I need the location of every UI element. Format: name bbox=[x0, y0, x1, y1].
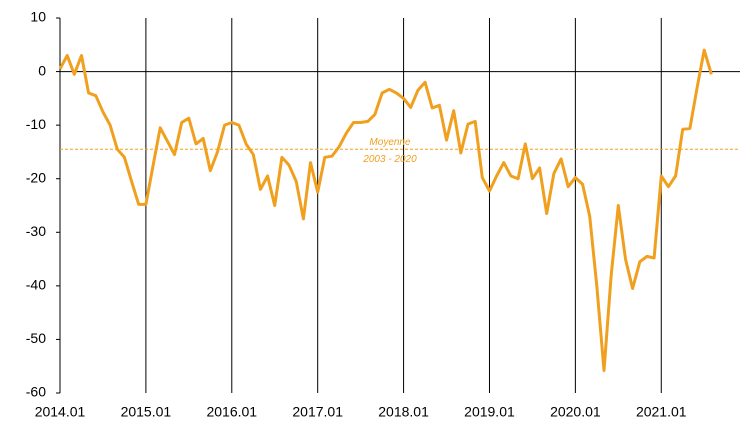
x-tick-label: 2016.01 bbox=[206, 404, 257, 420]
x-tick-label: 2015.01 bbox=[121, 404, 172, 420]
reference-label: 2003 - 2020 bbox=[362, 154, 417, 165]
y-tick-label: -40 bbox=[26, 277, 46, 293]
x-tick-label: 2014.01 bbox=[35, 404, 86, 420]
x-tick-label: 2020.01 bbox=[550, 404, 601, 420]
y-tick-label: -10 bbox=[26, 116, 46, 132]
y-tick-label: -20 bbox=[26, 169, 46, 185]
y-tick-label: -50 bbox=[26, 330, 46, 346]
x-tick-label: 2021.01 bbox=[636, 404, 687, 420]
reference-label: Moyenne bbox=[369, 137, 411, 148]
x-tick-label: 2018.01 bbox=[378, 404, 429, 420]
data-line bbox=[58, 48, 713, 372]
y-tick-label: -30 bbox=[26, 223, 46, 239]
y-tick-label: 10 bbox=[30, 9, 46, 25]
y-tick-label: 0 bbox=[38, 62, 46, 78]
x-tick-label: 2017.01 bbox=[292, 404, 343, 420]
y-tick-label: -60 bbox=[26, 384, 46, 400]
x-tick-label: 2019.01 bbox=[464, 404, 515, 420]
